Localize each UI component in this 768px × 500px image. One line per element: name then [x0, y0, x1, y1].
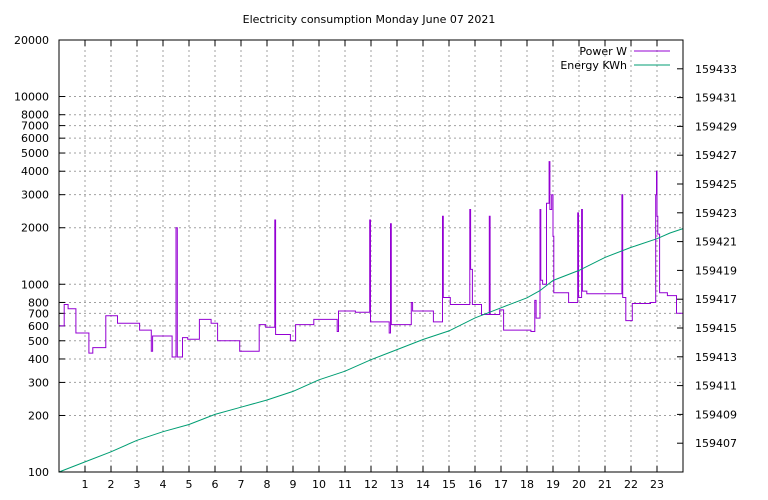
y-right-tick-label-159419: 159419 [695, 264, 737, 277]
y-right-tick-label-159417: 159417 [695, 293, 737, 306]
x-tick-label-10: 10 [312, 478, 326, 491]
plot-frame [58, 39, 684, 473]
legend: Power W Energy KWh [560, 45, 670, 72]
x-tick-label-6: 6 [212, 478, 219, 491]
chart-title: Electricity consumption Monday June 07 2… [243, 13, 496, 26]
series-line-power-w [59, 161, 683, 358]
x-tick-label-9: 9 [290, 478, 297, 491]
x-tick-label-5: 5 [186, 478, 193, 491]
y-left-tick-label-2000: 2000 [21, 222, 49, 235]
x-tick-label-23: 23 [650, 478, 664, 491]
y-left-tick-label-400: 400 [28, 353, 49, 366]
x-tick-label-7: 7 [238, 478, 245, 491]
x-tick-label-17: 17 [494, 478, 508, 491]
x-tick-label-4: 4 [160, 478, 167, 491]
y-right-tick-label-159407: 159407 [695, 437, 737, 450]
y-right-tick-label-159425: 159425 [695, 178, 737, 191]
legend-label-power: Power W [579, 45, 627, 58]
y-left-tick-label-1000: 1000 [21, 278, 49, 291]
x-tick-label-16: 16 [468, 478, 482, 491]
x-tick-label-19: 19 [546, 478, 560, 491]
y-left-tick-label-3000: 3000 [21, 189, 49, 202]
y-right-tick-label-159411: 159411 [695, 380, 737, 393]
y-left-tick-label-800: 800 [28, 296, 49, 309]
x-tick-label-13: 13 [390, 478, 404, 491]
x-tick-label-14: 14 [416, 478, 430, 491]
x-tick-label-8: 8 [264, 478, 271, 491]
y-left-tick-label-100: 100 [28, 466, 49, 479]
y-right-tick-label-159413: 159413 [695, 351, 737, 364]
y-left-tick-label-20000: 20000 [14, 34, 49, 47]
y-left-tick-label-8000: 8000 [21, 109, 49, 122]
y-left-tick-label-300: 300 [28, 376, 49, 389]
y-left-tick-label-4000: 4000 [21, 165, 49, 178]
y-right-tick-label-159421: 159421 [695, 236, 737, 249]
x-tick-label-1: 1 [82, 478, 89, 491]
y-left-tick-label-700: 700 [28, 307, 49, 320]
y-right-tick-label-159415: 159415 [695, 322, 737, 335]
x-tick-label-3: 3 [134, 478, 141, 491]
legend-label-energy: Energy KWh [560, 59, 627, 72]
x-tick-label-20: 20 [572, 478, 586, 491]
y-left-tick-label-7000: 7000 [21, 120, 49, 133]
x-tick-label-2: 2 [108, 478, 115, 491]
y-left-tick-label-200: 200 [28, 409, 49, 422]
axes: 1 2 3 4 5 6 7 8 9 10 11 12 13 14 15 16 17 18 19 20 21 22 23100… [14, 34, 737, 491]
x-tick-label-12: 12 [364, 478, 378, 491]
y-right-tick-label-159409: 159409 [695, 408, 737, 421]
x-tick-label-21: 21 [598, 478, 612, 491]
y-right-tick-label-159423: 159423 [695, 207, 737, 220]
series-lines [58, 161, 684, 473]
y-right-tick-label-159431: 159431 [695, 92, 737, 105]
y-left-tick-label-500: 500 [28, 335, 49, 348]
x-tick-label-11: 11 [338, 478, 352, 491]
x-tick-label-18: 18 [520, 478, 534, 491]
x-tick-label-22: 22 [624, 478, 638, 491]
y-right-tick-label-159429: 159429 [695, 120, 737, 133]
y-left-tick-label-6000: 6000 [21, 132, 49, 145]
x-tick-label-15: 15 [442, 478, 456, 491]
y-left-tick-label-10000: 10000 [14, 91, 49, 104]
y-left-tick-label-5000: 5000 [21, 147, 49, 160]
y-right-tick-label-159427: 159427 [695, 149, 737, 162]
y-right-tick-label-159433: 159433 [695, 63, 737, 76]
y-left-tick-label-600: 600 [28, 320, 49, 333]
series-line-energy-kwh [58, 228, 684, 473]
